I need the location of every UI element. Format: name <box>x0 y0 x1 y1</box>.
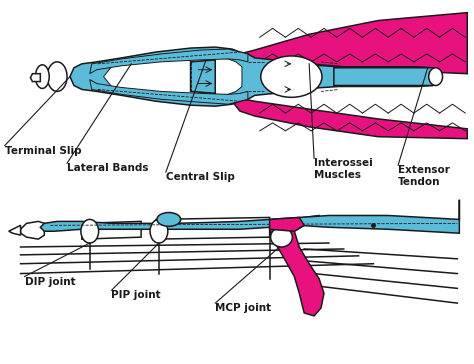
Polygon shape <box>30 74 40 82</box>
Text: Central Slip: Central Slip <box>166 172 235 182</box>
Polygon shape <box>228 96 467 139</box>
Polygon shape <box>334 68 438 86</box>
Polygon shape <box>90 80 248 104</box>
Polygon shape <box>228 13 467 74</box>
Polygon shape <box>156 217 270 239</box>
Text: PIP joint: PIP joint <box>111 290 161 300</box>
Polygon shape <box>191 60 215 94</box>
Text: Lateral Bands: Lateral Bands <box>67 163 148 173</box>
Ellipse shape <box>47 62 67 91</box>
Ellipse shape <box>261 56 322 97</box>
Polygon shape <box>70 47 438 106</box>
Text: Extensor
Tendon: Extensor Tendon <box>398 165 450 187</box>
Text: Terminal Slip: Terminal Slip <box>5 146 82 155</box>
Text: MCP joint: MCP joint <box>215 303 272 313</box>
Ellipse shape <box>81 219 99 243</box>
Polygon shape <box>104 58 242 95</box>
Polygon shape <box>9 225 20 235</box>
Polygon shape <box>40 200 459 233</box>
Polygon shape <box>270 215 324 316</box>
Ellipse shape <box>428 68 443 86</box>
Polygon shape <box>270 217 304 231</box>
Ellipse shape <box>157 213 181 226</box>
Ellipse shape <box>36 65 49 88</box>
Text: Interossei
Muscles: Interossei Muscles <box>314 158 373 180</box>
Polygon shape <box>82 221 141 239</box>
Polygon shape <box>90 49 248 74</box>
Polygon shape <box>20 221 44 239</box>
Text: DIP joint: DIP joint <box>25 277 75 286</box>
Ellipse shape <box>150 219 168 243</box>
Ellipse shape <box>271 227 292 247</box>
